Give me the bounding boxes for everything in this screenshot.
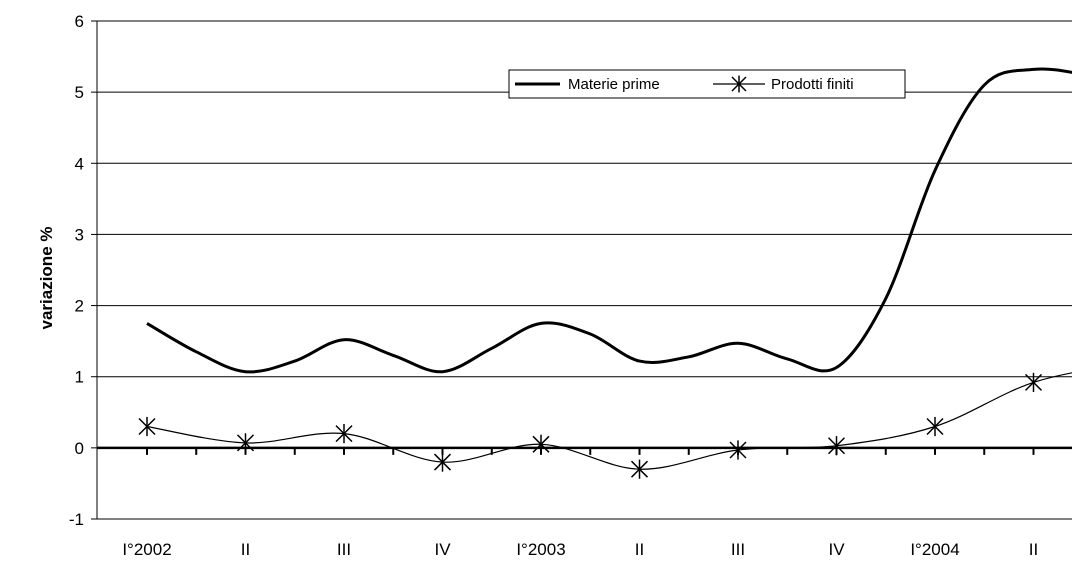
gridlines <box>97 20 1072 520</box>
x-tick-label: III <box>337 540 351 559</box>
series-line-prodotti-finiti <box>146 372 1072 470</box>
data-point-prodotti-finiti <box>433 452 452 472</box>
x-tick-label: IV <box>434 540 451 559</box>
x-tick-label: II <box>241 540 250 559</box>
legend-marker-asterisk <box>731 75 747 93</box>
x-tick-label: II <box>1029 540 1038 559</box>
axes <box>91 20 1072 520</box>
data-point-prodotti-finiti <box>335 424 353 444</box>
y-axis-label: variazione % <box>37 227 56 330</box>
x-tick-label: IV <box>828 540 845 559</box>
data-point-prodotti-finiti <box>630 459 649 479</box>
y-tick-label: 3 <box>75 225 84 244</box>
y-tick-label: 6 <box>75 12 84 31</box>
x-tick-label: III <box>731 540 745 559</box>
data-point-prodotti-finiti <box>236 433 255 453</box>
data-point-prodotti-finiti <box>1024 372 1043 393</box>
data-point-prodotti-finiti <box>532 434 550 454</box>
legend-asterisk <box>731 75 747 93</box>
x-tick-label: I°2003 <box>516 540 565 559</box>
y-tick-label: 5 <box>75 83 84 102</box>
legend: Materie prime Prodotti finiti <box>508 69 906 99</box>
x-tick-labels: I°2002 II III IV I°2003 II III IV I°2004 II <box>122 540 1038 559</box>
x-tick-label: I°2004 <box>910 540 959 559</box>
series-layer <box>138 67 1072 479</box>
legend-label-materie-prime: Materie prime <box>568 76 660 93</box>
series-line-materie-prime <box>146 67 1072 374</box>
y-tick-label: 1 <box>75 368 84 387</box>
y-tick-labels: 6 5 4 3 2 1 0 -1 <box>69 12 84 529</box>
data-point-prodotti-finiti <box>926 416 944 437</box>
x-tick-label: I°2002 <box>122 540 171 559</box>
y-tick-label: 0 <box>75 439 84 458</box>
data-point-prodotti-finiti <box>138 416 156 437</box>
y-tick-label: 2 <box>75 297 84 316</box>
y-tick-label: 4 <box>75 154 84 173</box>
legend-box <box>508 69 906 99</box>
y-tick-label: -1 <box>69 510 84 529</box>
x-tick-label: II <box>635 540 644 559</box>
data-point-prodotti-finiti <box>827 436 846 456</box>
legend-label-prodotti-finiti: Prodotti finiti <box>771 76 854 93</box>
data-point-prodotti-finiti <box>729 440 747 460</box>
